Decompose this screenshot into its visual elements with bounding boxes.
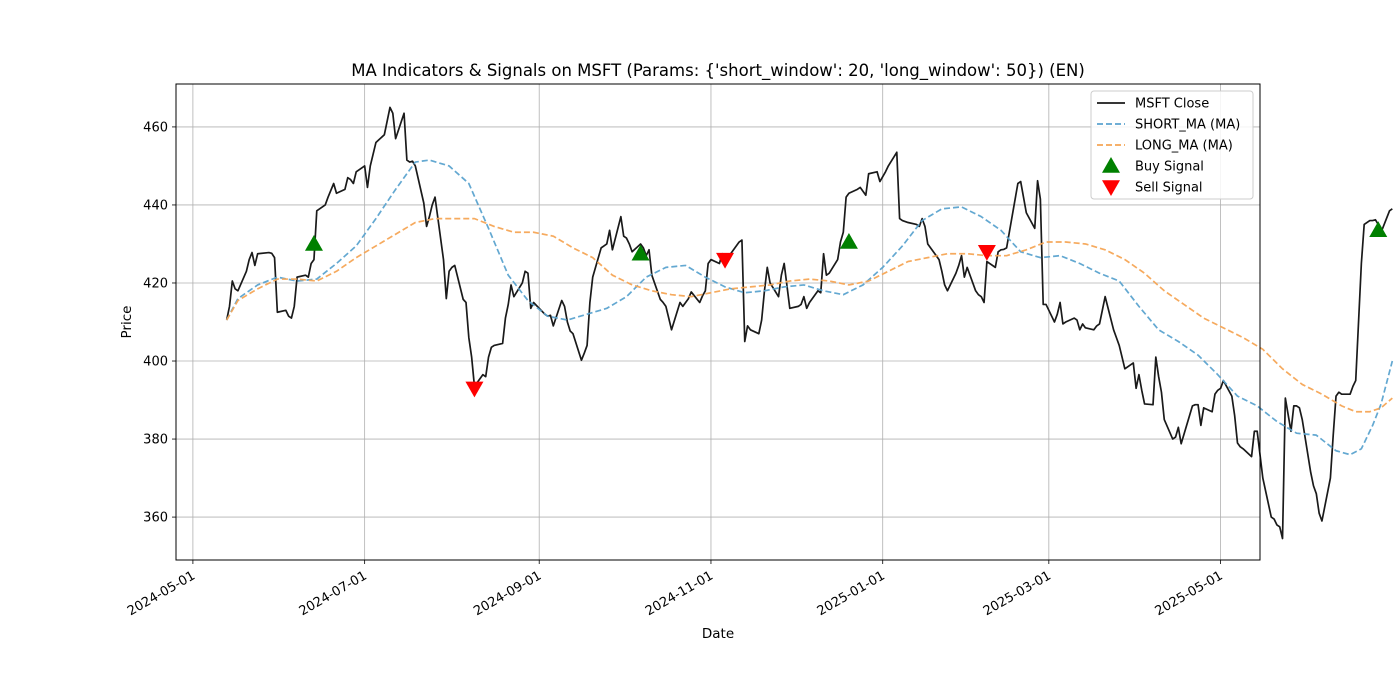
- short-ma-line: [225, 159, 1394, 456]
- buy-signal-marker: [1369, 221, 1388, 238]
- x-axis-title: Date: [702, 626, 734, 642]
- sell-signal-marker: [977, 245, 996, 261]
- marker-layer: [304, 221, 1388, 398]
- sell-signal-marker: [716, 252, 735, 269]
- y-tick-label: 460: [143, 120, 168, 135]
- legend-swatch-buy-signal: [1102, 157, 1120, 173]
- y-tick-label: 440: [143, 198, 168, 213]
- y-tick-label: 420: [143, 276, 168, 291]
- legend-label-short-ma: SHORT_MA (MA): [1135, 118, 1240, 133]
- y-tick-label: 380: [143, 433, 168, 448]
- legend-swatch-sell-signal: [1102, 180, 1120, 196]
- buy-signal-marker: [304, 234, 323, 251]
- chart-title: MA Indicators & Signals on MSFT (Params:…: [351, 61, 1085, 81]
- y-axis-title: Price: [119, 306, 135, 339]
- legend-label-close: MSFT Close: [1135, 97, 1209, 112]
- buy-signal-marker: [839, 233, 858, 249]
- sell-signal-marker: [465, 381, 484, 398]
- buy-signal-marker: [631, 244, 650, 261]
- legend-label-sell-signal: Sell Signal: [1135, 181, 1203, 196]
- long-ma-line: [225, 217, 1393, 413]
- y-tick-label: 360: [143, 511, 168, 526]
- close-price-line: [225, 106, 1393, 540]
- series-layer: [225, 106, 1394, 540]
- y-tick-label: 400: [143, 355, 168, 370]
- legend-label-long-ma: LONG_MA (MA): [1135, 139, 1233, 154]
- legend-box: [1090, 90, 1254, 200]
- legend-label-buy-signal: Buy Signal: [1135, 160, 1204, 175]
- plot-frame: [175, 83, 1261, 561]
- grid-layer: [176, 84, 1260, 560]
- legend: MSFT Close SHORT_MA (MA) LONG_MA (MA) Bu…: [1090, 90, 1254, 200]
